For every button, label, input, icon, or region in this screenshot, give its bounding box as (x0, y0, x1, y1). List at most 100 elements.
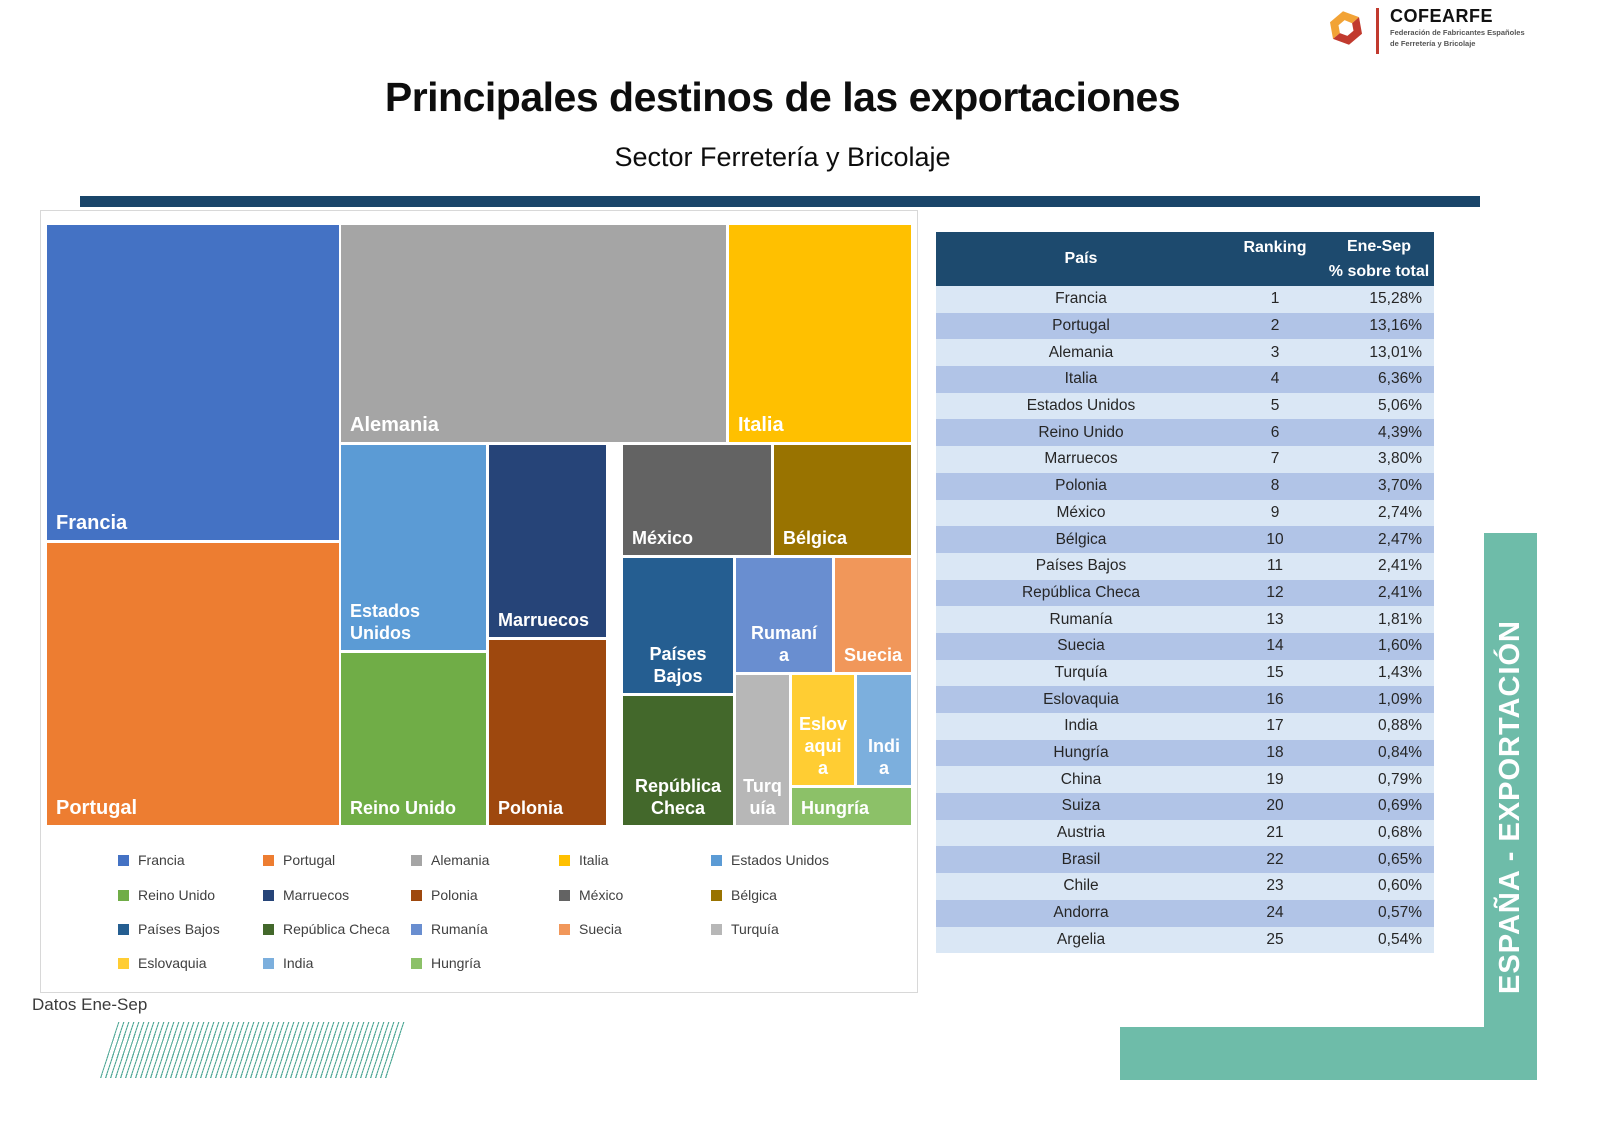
legend-label: Hungría (431, 955, 481, 971)
treemap-cell-label: Turq uía (743, 776, 782, 819)
legend-label: México (579, 887, 624, 903)
cell-country: Portugal (1052, 317, 1110, 335)
table-row: Estados Unidos 5 5,06% (936, 392, 1434, 420)
treemap-cell-italia: Italia (729, 225, 911, 442)
cell-country: Turquía (1054, 663, 1108, 681)
table-row: Austria 21 0,68% (936, 819, 1434, 847)
table-row: Países Bajos 11 2,41% (936, 552, 1434, 580)
cell-share: 0,69% (1378, 797, 1422, 815)
cell-ranking: 6 (1270, 423, 1280, 441)
legend-swatch (559, 889, 570, 901)
cell-country: Reino Unido (1038, 423, 1124, 441)
table-header-period: Ene-Sep % sobre total (1324, 232, 1434, 286)
treemap-chart-box: Francia Portugal Alemania Italia Estados Unid… (40, 210, 918, 993)
cell-ranking: 15 (1266, 663, 1284, 681)
cell-country: Hungría (1053, 744, 1109, 762)
cell-share: 15,28% (1369, 290, 1422, 308)
legend-label: Polonia (431, 887, 478, 903)
cell-share: 3,70% (1378, 477, 1422, 495)
treemap-cell-republica-checa: República Checa (623, 696, 733, 825)
legend-swatch (118, 923, 129, 935)
legend-swatch (411, 957, 422, 969)
legend-label: Turquía (731, 921, 779, 937)
cell-ranking: 22 (1266, 850, 1284, 868)
cell-ranking: 8 (1270, 477, 1280, 495)
cell-share: 0,60% (1378, 877, 1422, 895)
cell-share: 13,16% (1369, 317, 1422, 335)
treemap-cell-india: Indi a (857, 675, 911, 785)
legend-swatch (263, 957, 274, 969)
cell-ranking: 18 (1266, 744, 1284, 762)
legend-item-india: India (263, 955, 313, 971)
cell-country: Andorra (1053, 904, 1109, 922)
legend-swatch (559, 923, 570, 935)
treemap-cell-label: República Checa (634, 776, 722, 819)
page-title: Principales destinos de las exportacione… (384, 74, 1181, 120)
cell-ranking: 23 (1266, 877, 1284, 895)
table-row: México 9 2,74% (936, 499, 1434, 527)
page-subtitle: Sector Ferretería y Bricolaje (614, 142, 951, 172)
legend-label: Eslovaquia (138, 955, 207, 971)
legend-item-marruecos: Marruecos (263, 887, 349, 903)
cell-ranking: 2 (1270, 317, 1280, 335)
treemap-cell-label: Indi a (868, 736, 900, 779)
legend-label: Países Bajos (138, 921, 220, 937)
cell-share: 1,43% (1378, 663, 1422, 681)
treemap-cell-label: Hungría (801, 798, 870, 819)
legend-swatch (263, 923, 274, 935)
table-row: Marruecos 7 3,80% (936, 446, 1434, 473)
logo-text: COFEARFE Federación de Fabricantes Españ… (1390, 6, 1525, 48)
legend-swatch (411, 854, 422, 866)
cell-ranking: 13 (1266, 610, 1284, 628)
cell-country: Estados Unidos (1026, 397, 1136, 415)
legend-label: Estados Unidos (731, 852, 830, 868)
legend-swatch (559, 854, 570, 866)
treemap-cell-label: Eslov aqui a (798, 714, 848, 779)
banner-text: ESPAÑA - EXPORTACIÓN (1494, 619, 1526, 994)
cell-ranking: 14 (1266, 637, 1284, 655)
cell-country: Chile (1063, 877, 1099, 895)
legend-label: Portugal (283, 852, 336, 868)
legend-label: Francia (138, 852, 185, 868)
table-row: Portugal 2 13,16% (936, 312, 1434, 340)
table-header-period-line1: Ene-Sep (1346, 238, 1411, 255)
cell-share: 2,41% (1378, 557, 1422, 575)
cell-country: Marruecos (1044, 450, 1118, 468)
legend-label: Suecia (579, 921, 622, 937)
legend-label: República Checa (283, 921, 390, 937)
treemap-cell-mexico: México (623, 445, 771, 555)
legend-swatch (118, 957, 129, 969)
legend-item-rumania: Rumanía (411, 921, 488, 937)
table-row: Chile 23 0,60% (936, 873, 1434, 900)
treemap-cell-label: México (632, 528, 694, 549)
table-header-period-line2: % sobre total (1328, 263, 1430, 280)
table-header: País Ranking Ene-Sep % sobre total (936, 232, 1434, 286)
cell-share: 0,54% (1378, 930, 1422, 948)
cell-ranking: 7 (1270, 450, 1280, 468)
cell-country: Polonia (1055, 477, 1107, 495)
cell-country: Países Bajos (1035, 557, 1127, 575)
cell-ranking: 11 (1266, 557, 1284, 575)
title-divider-rule (80, 196, 1480, 207)
cell-ranking: 20 (1266, 797, 1284, 815)
table-row: Turquía 15 1,43% (936, 659, 1434, 687)
legend-item-suecia: Suecia (559, 921, 622, 937)
legend-item-alemania: Alemania (411, 852, 489, 868)
legend-label: Reino Unido (138, 887, 216, 903)
ranking-table: País Ranking Ene-Sep % sobre total Franc… (936, 232, 1434, 954)
treemap-cell-label: Italia (738, 413, 784, 436)
table-row: Francia 1 15,28% (936, 286, 1434, 313)
treemap-cell-polonia: Polonia (489, 640, 606, 825)
cell-share: 0,88% (1378, 717, 1422, 735)
legend-swatch (711, 854, 722, 866)
cell-country: República Checa (1021, 583, 1141, 601)
cell-ranking: 24 (1266, 904, 1284, 922)
cell-share: 2,47% (1378, 530, 1422, 548)
table-row: Italia 4 6,36% (936, 366, 1434, 393)
table-row: Argelia 25 0,54% (936, 926, 1434, 954)
legend-item-reino-unido: Reino Unido (118, 887, 215, 903)
treemap: Francia Portugal Alemania Italia Estados Unid… (47, 225, 911, 825)
cell-ranking: 25 (1266, 930, 1284, 948)
cell-country: México (1056, 503, 1106, 521)
cell-country: Suecia (1057, 637, 1105, 655)
